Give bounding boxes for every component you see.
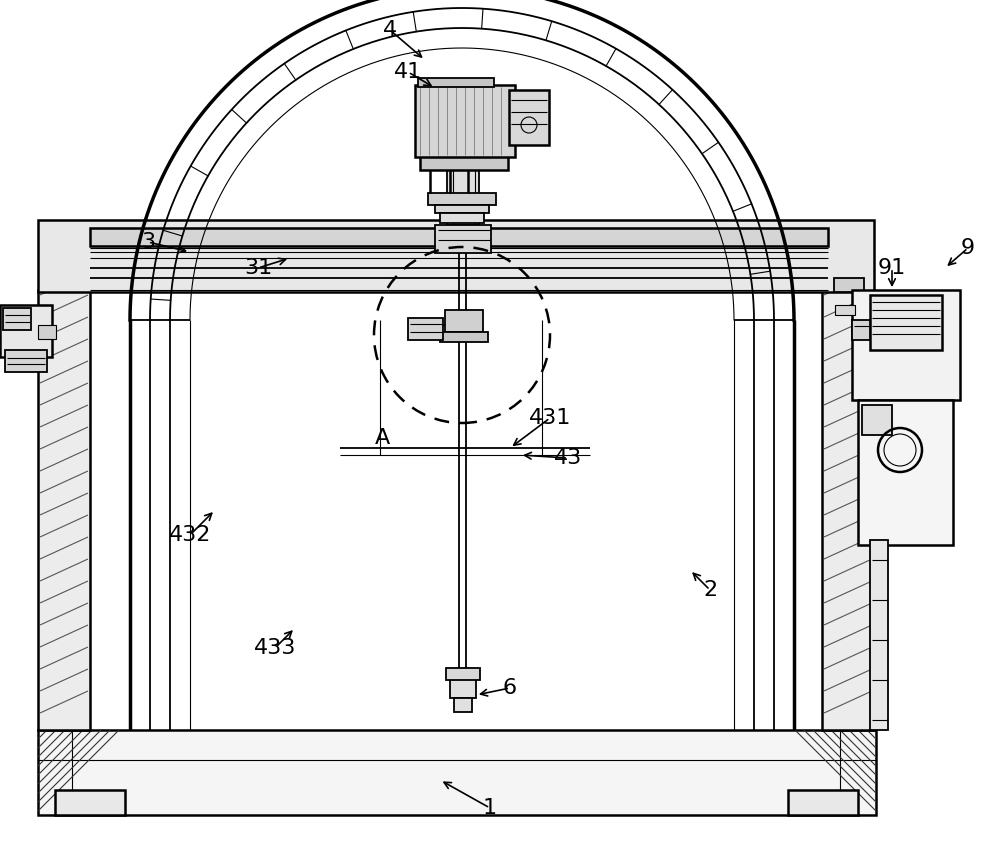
Text: 43: 43 <box>554 448 582 468</box>
Text: 433: 433 <box>254 638 296 658</box>
Bar <box>822 290 874 730</box>
Bar <box>38 325 56 339</box>
Text: 2: 2 <box>703 580 717 600</box>
Text: 9: 9 <box>961 238 975 258</box>
Bar <box>435 225 491 253</box>
Text: 31: 31 <box>244 258 272 278</box>
Bar <box>509 90 549 145</box>
Bar <box>454 698 472 712</box>
Bar <box>55 790 125 815</box>
Bar <box>862 405 892 435</box>
Text: 1: 1 <box>483 798 497 818</box>
Text: 431: 431 <box>529 408 571 428</box>
Bar <box>418 78 494 87</box>
Text: A: A <box>374 428 390 448</box>
Bar <box>428 193 496 205</box>
Bar <box>445 310 483 332</box>
Bar <box>834 278 864 292</box>
Bar <box>38 220 874 292</box>
Bar <box>870 540 888 730</box>
Text: 6: 6 <box>503 678 517 698</box>
Bar <box>852 290 960 400</box>
Text: 4: 4 <box>383 20 397 40</box>
Text: 91: 91 <box>878 258 906 278</box>
Bar <box>446 668 480 680</box>
Bar <box>90 228 828 246</box>
Bar <box>440 332 488 342</box>
Bar <box>415 85 515 157</box>
Bar <box>408 318 443 340</box>
Bar <box>870 295 942 350</box>
Bar <box>450 678 476 698</box>
Text: 432: 432 <box>169 525 211 545</box>
Text: 41: 41 <box>394 62 422 82</box>
Bar <box>38 730 876 815</box>
Text: 3: 3 <box>141 232 155 252</box>
Bar <box>0 305 52 357</box>
Bar <box>435 205 489 213</box>
Bar <box>420 155 508 170</box>
Bar <box>835 305 855 315</box>
Bar <box>5 350 47 372</box>
Bar <box>858 400 953 545</box>
Bar <box>38 290 90 730</box>
Bar <box>3 308 31 330</box>
Bar <box>852 320 870 340</box>
Bar <box>788 790 858 815</box>
Bar <box>447 100 479 225</box>
Bar <box>440 213 484 223</box>
